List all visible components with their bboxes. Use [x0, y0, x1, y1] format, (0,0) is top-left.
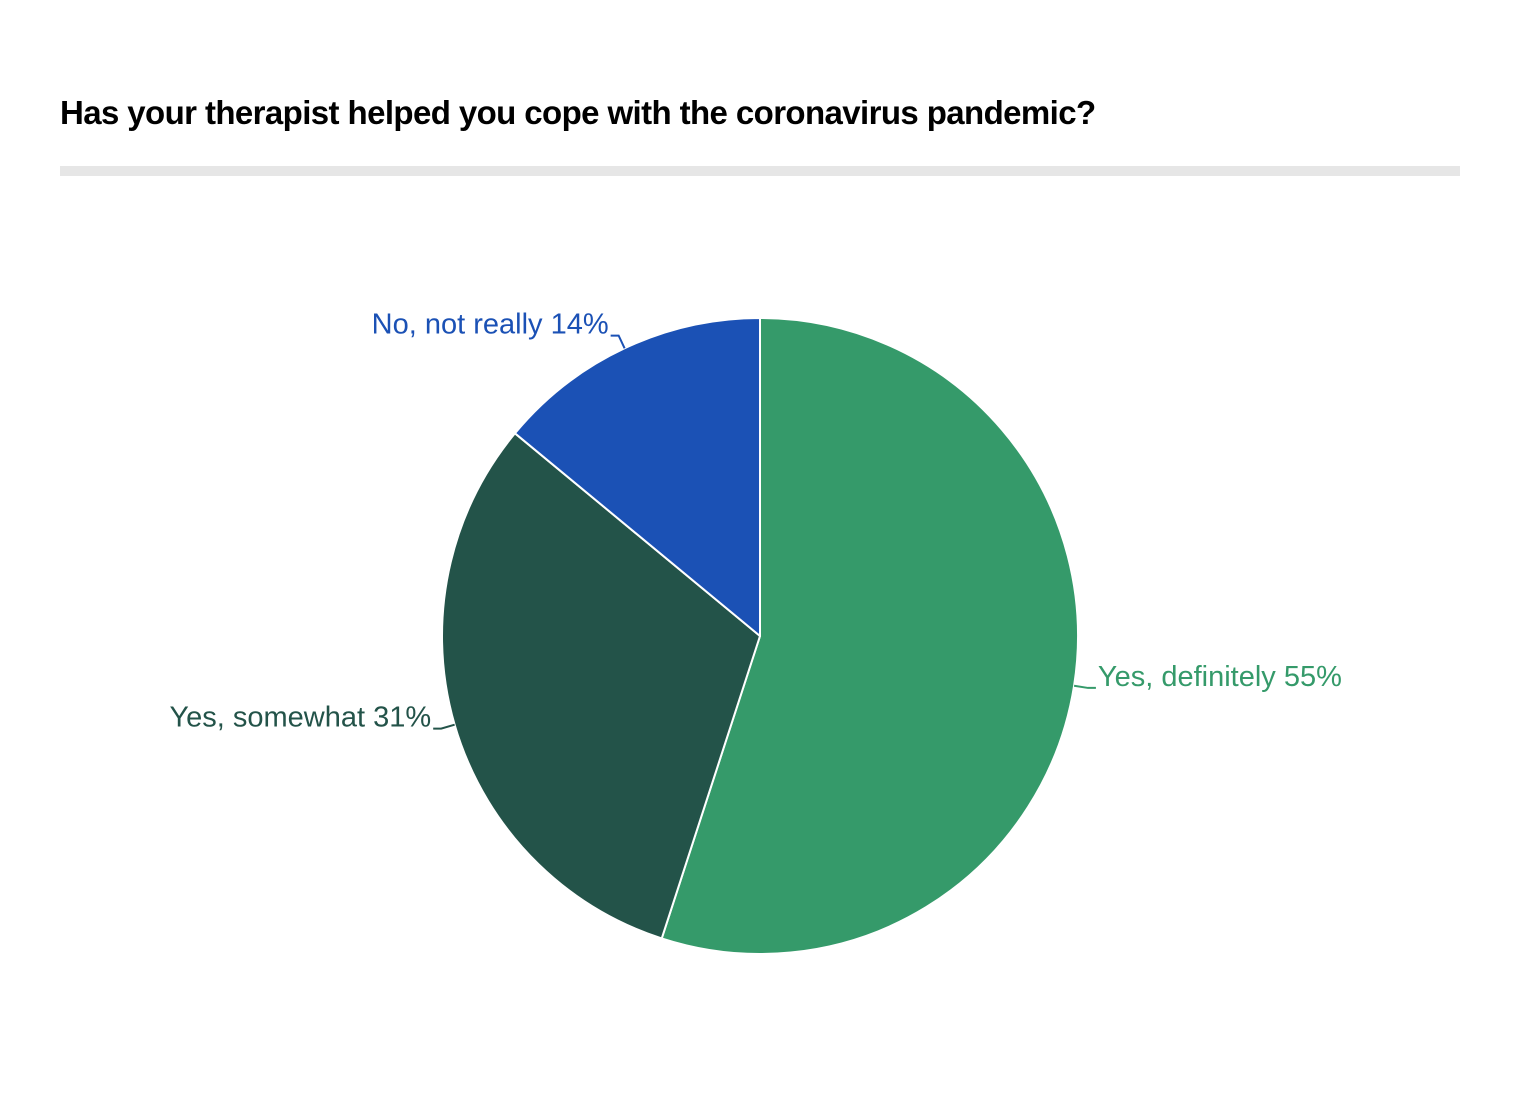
- leader-line-yes-somewhat: [433, 723, 455, 730]
- slice-label-yes-somewhat: Yes, somewhat 31%: [169, 702, 431, 734]
- slice-label-name: Yes, definitely: [1098, 661, 1284, 693]
- pie-slice-no-not-really: [513, 317, 761, 637]
- slice-labels: Yes, definitely 55% Yes, somewhat 31% No, …: [169, 309, 1341, 734]
- slice-label-name: No, not really: [372, 309, 551, 341]
- slice-label-value: 14%: [551, 309, 609, 341]
- label-leader-lines: [433, 334, 1096, 730]
- pie-slice-yes-somewhat: [441, 432, 761, 940]
- slice-label-yes-definitely: Yes, definitely 55%: [1098, 661, 1342, 693]
- title-divider: [60, 166, 1460, 176]
- slice-label-no-not-really: No, not really 14%: [372, 309, 609, 341]
- leader-line-yes-definitely: [1073, 684, 1096, 689]
- slice-label-value: 55%: [1284, 661, 1342, 693]
- slice-label-value: 31%: [373, 702, 431, 734]
- chart-title: Has your therapist helped you cope with …: [60, 94, 1096, 131]
- leader-line-no-not-really: [610, 334, 626, 349]
- pie-slices: [441, 317, 1079, 955]
- slice-label-name: Yes, somewhat: [169, 702, 373, 734]
